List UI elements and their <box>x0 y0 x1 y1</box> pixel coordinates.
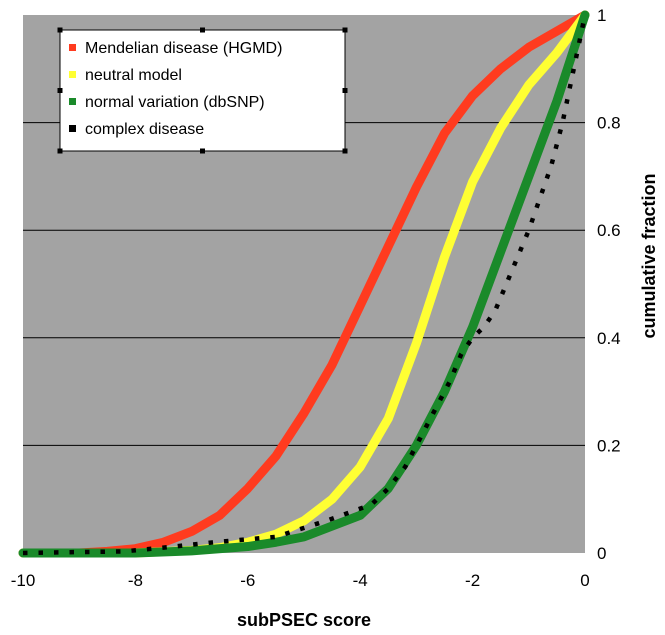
y-tick-label-3: 0.6 <box>597 221 621 240</box>
x-tick-labels: -10 -8 -6 -4 -2 0 <box>11 571 590 590</box>
x-tick-label-0: -10 <box>11 571 36 590</box>
y-axis-title: cumulative fraction <box>639 173 659 338</box>
x-tick-label-4: -2 <box>465 571 480 590</box>
x-axis-title: subPSEC score <box>237 610 371 630</box>
y-tick-label-0: 0 <box>597 544 606 563</box>
legend-selection-handles <box>57 27 348 154</box>
series-group <box>18 10 590 558</box>
legend-swatch-2 <box>69 98 76 105</box>
legend-items: Mendelian disease (HGMD) neutral model nor… <box>69 40 282 138</box>
x-tick-label-1: -8 <box>128 571 143 590</box>
legend-handle-7 <box>342 148 348 154</box>
legend-label-3: complex disease <box>85 121 204 138</box>
legend-swatch-3 <box>69 125 76 132</box>
y-tick-label-4: 0.8 <box>597 114 621 133</box>
legend-label-0: Mendelian disease (HGMD) <box>85 40 282 57</box>
series-line-2 <box>18 10 590 558</box>
y-tick-label-1: 0.2 <box>597 436 621 455</box>
legend: Mendelian disease (HGMD) neutral model nor… <box>57 27 348 154</box>
x-tick-label-5: 0 <box>580 571 589 590</box>
legend-label-1: neutral model <box>85 67 182 84</box>
y-tick-labels: 0 0.2 0.4 0.6 0.8 1 <box>597 6 621 563</box>
legend-label-2: normal variation (dbSNP) <box>85 94 265 111</box>
legend-swatch-0 <box>69 44 76 51</box>
legend-handle-6 <box>200 148 205 154</box>
legend-handle-2 <box>342 27 348 33</box>
legend-handle-1 <box>200 27 205 33</box>
x-tick-label-2: -6 <box>240 571 255 590</box>
legend-handle-3 <box>57 88 63 93</box>
y-tick-label-2: 0.4 <box>597 329 621 348</box>
x-tick-label-3: -4 <box>353 571 368 590</box>
series-line-0 <box>18 10 590 558</box>
legend-handle-5 <box>57 148 63 154</box>
legend-handle-4 <box>342 88 348 93</box>
legend-swatch-1 <box>69 71 76 78</box>
y-tick-label-5: 1 <box>597 6 606 25</box>
legend-handle-0 <box>57 27 63 33</box>
